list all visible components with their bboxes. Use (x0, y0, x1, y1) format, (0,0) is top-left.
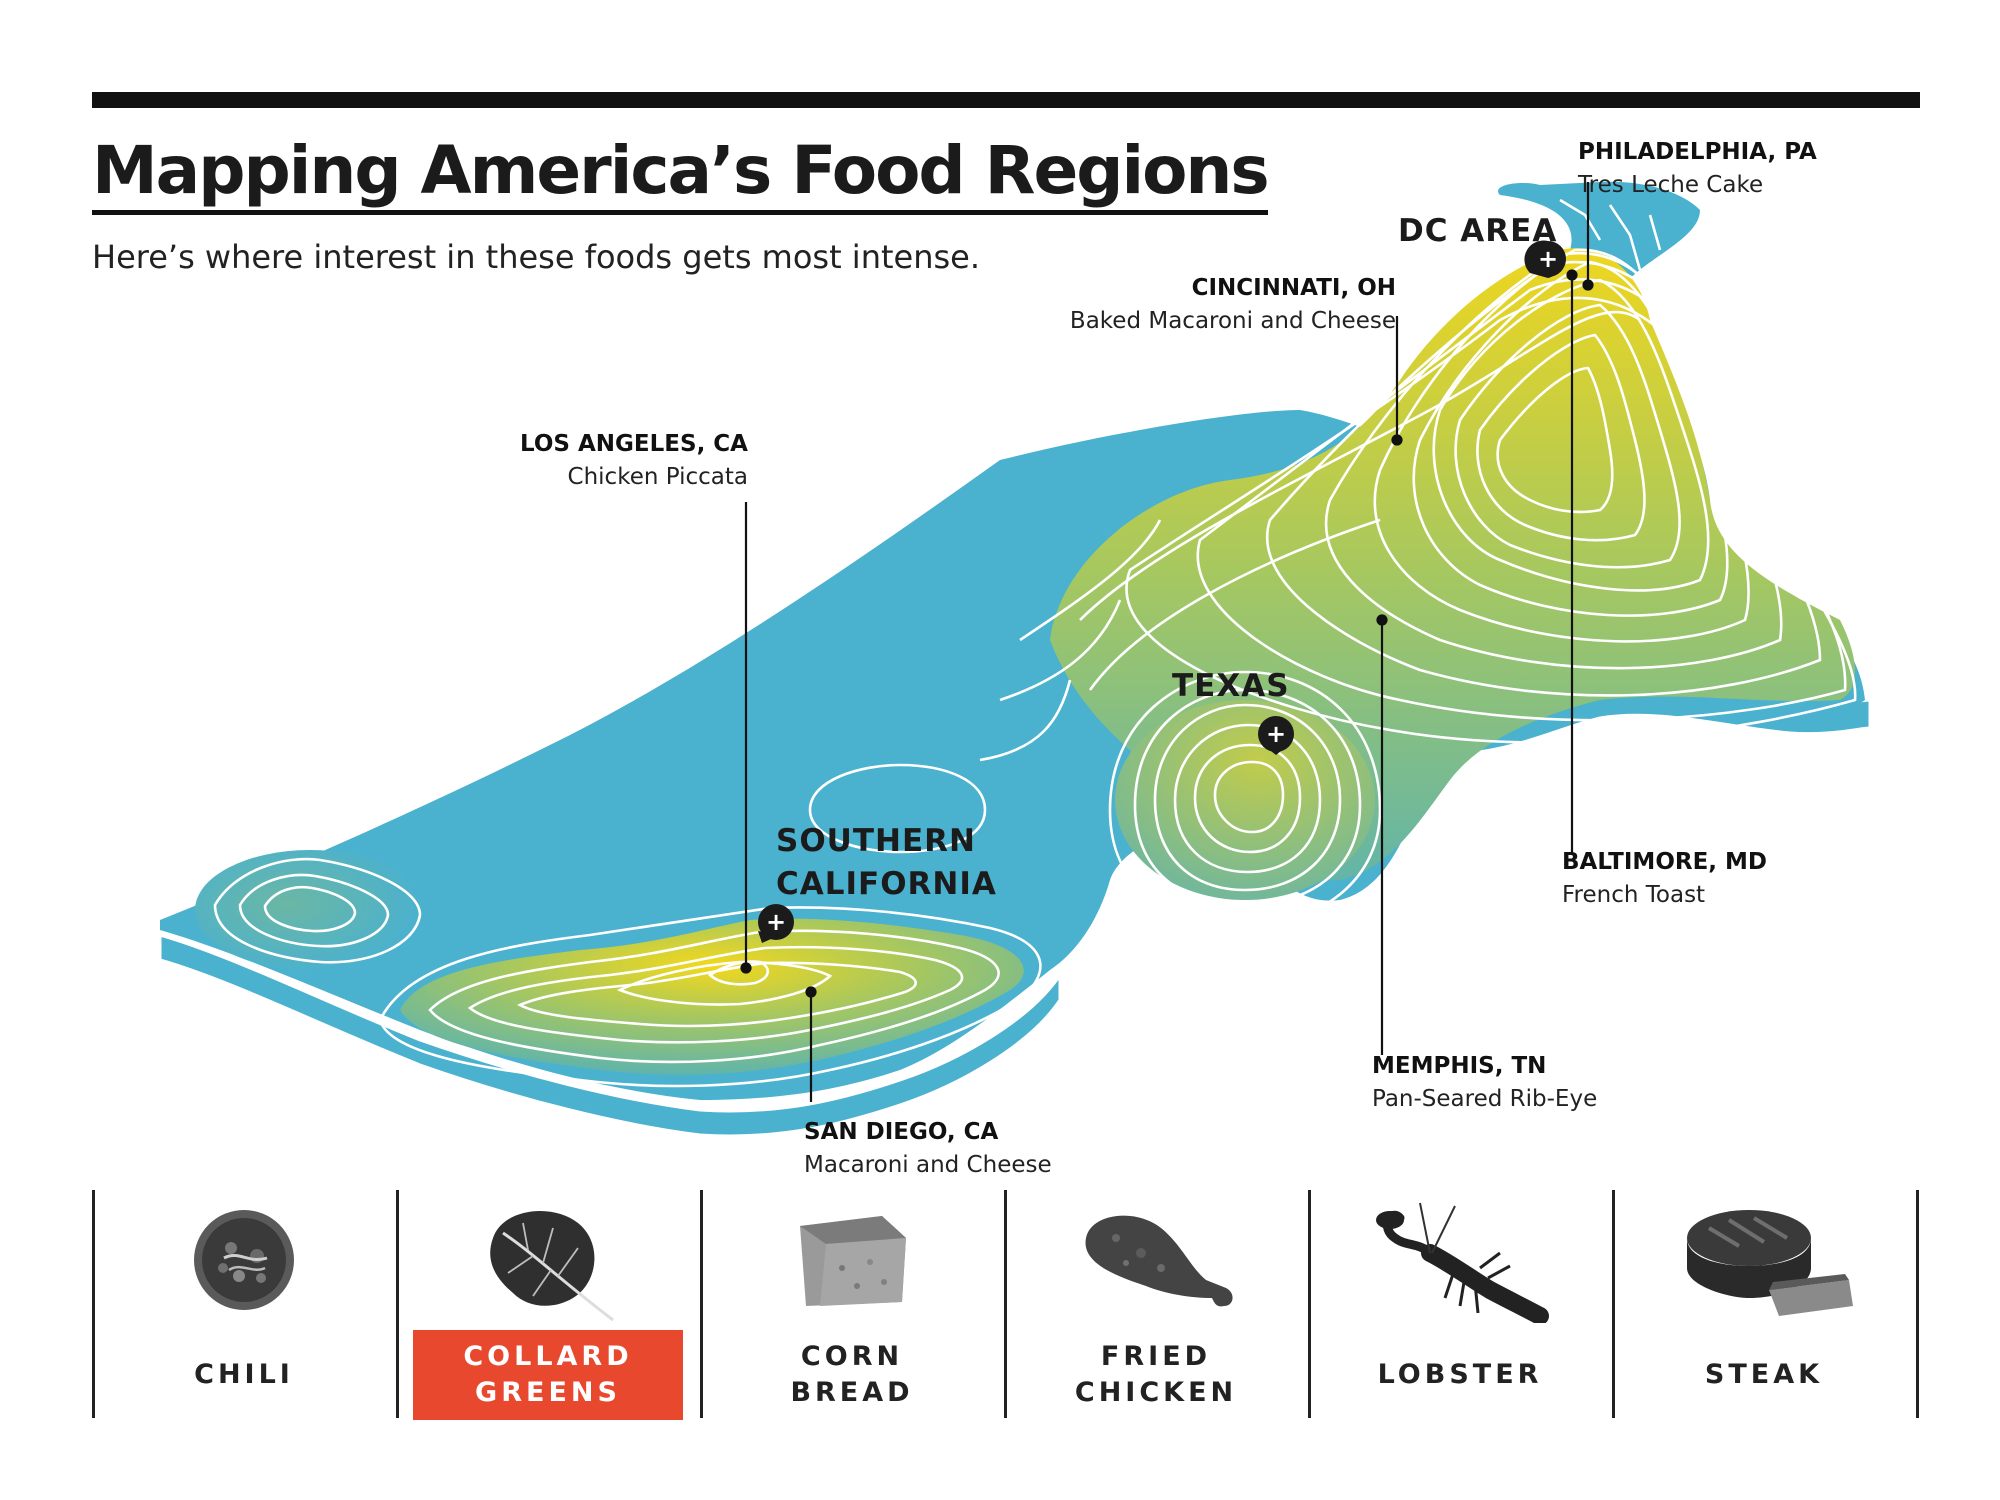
contour-lines (213, 198, 1857, 1088)
contour-map: + + + (158, 181, 1872, 1138)
food-label: COLLARD GREENS (413, 1330, 683, 1420)
svg-text:+: + (1538, 245, 1558, 273)
cornbread-icon (800, 1216, 906, 1306)
food-option-corn-bread[interactable]: CORN BREAD (703, 1190, 1001, 1418)
food-label: CHILI (194, 1358, 294, 1390)
divider (92, 1190, 95, 1418)
top-rule (92, 92, 1920, 108)
region-label-texas: TEXAS (1172, 668, 1290, 704)
region-markers: + + + (758, 240, 1566, 943)
drumstick-icon (1085, 1215, 1233, 1307)
callout-food: Baked Macaroni and Cheese (1069, 308, 1396, 335)
divider (700, 1190, 703, 1418)
callout-san-diego: SAN DIEGO, CA Macaroni and Cheese (804, 1116, 1052, 1183)
svg-text:+: + (766, 908, 786, 936)
food-label: CORN BREAD (790, 1340, 914, 1408)
callout-food: Tres Leche Cake (1578, 172, 1764, 199)
region-label-dc-area: DC AREA (1398, 213, 1558, 249)
food-option-lobster[interactable]: LOBSTER (1311, 1190, 1609, 1418)
chili-bowl-icon (194, 1210, 294, 1310)
callout-food: Macaroni and Cheese (804, 1152, 1052, 1179)
callout-city: BALTIMORE, MD (1562, 849, 1768, 875)
west-interest-zone (195, 850, 425, 970)
divider (1612, 1190, 1615, 1418)
divider (1308, 1190, 1311, 1418)
food-option-steak[interactable]: STEAK (1615, 1190, 1913, 1418)
callout-los-angeles: LOS ANGELES, CA Chicken Piccata (520, 428, 748, 495)
divider (1916, 1190, 1919, 1418)
callout-baltimore: BALTIMORE, MD French Toast (1562, 846, 1767, 913)
southern-california-marker[interactable]: + (758, 904, 794, 943)
callout-food: Pan-Seared Rib-Eye (1372, 1086, 1598, 1113)
svg-text:+: + (1266, 720, 1286, 748)
callout-city: CINCINNATI, OH (1191, 275, 1396, 301)
food-label: FRIED CHICKEN (1074, 1340, 1238, 1408)
steak-icon (1687, 1210, 1853, 1316)
callout-leaders (740, 182, 1594, 1102)
callout-city: LOS ANGELES, CA (520, 431, 748, 457)
divider (396, 1190, 399, 1418)
collard-leaf-icon (490, 1211, 614, 1322)
food-option-collard-greens[interactable]: COLLARD GREENS (399, 1190, 697, 1420)
food-option-chili[interactable]: CHILI (95, 1190, 393, 1418)
texas-interest-zone (1115, 700, 1375, 900)
socal-interest-zone (400, 918, 1024, 1075)
callout-city: PHILADELPHIA, PA (1578, 139, 1817, 165)
callout-food: French Toast (1562, 882, 1706, 909)
food-label: LOBSTER (1377, 1358, 1543, 1390)
page-subtitle: Here’s where interest in these foods get… (92, 238, 981, 276)
food-label: STEAK (1704, 1358, 1824, 1390)
callout-city: SAN DIEGO, CA (804, 1119, 999, 1145)
dc-area-marker[interactable]: + (1524, 240, 1566, 278)
page-title: Mapping America’s Food Regions (92, 134, 1270, 215)
callout-cincinnati: CINCINNATI, OH Baked Macaroni and Cheese (1070, 272, 1396, 339)
callout-philadelphia: PHILADELPHIA, PA Tres Leche Cake (1578, 136, 1817, 203)
callout-food: Chicken Piccata (567, 464, 748, 491)
food-selector: CHILI COLLARD GREENS CORN BREAD FRIED CH… (0, 1190, 2000, 1420)
callout-city: MEMPHIS, TN (1372, 1053, 1547, 1079)
texas-marker[interactable]: + (1258, 716, 1294, 755)
lobster-icon (1376, 1202, 1549, 1323)
callout-memphis: MEMPHIS, TN Pan-Seared Rib-Eye (1372, 1050, 1597, 1117)
food-option-fried-chicken[interactable]: FRIED CHICKEN (1007, 1190, 1305, 1418)
divider (1004, 1190, 1007, 1418)
region-label-southern-california: SOUTHERN CALIFORNIA (776, 823, 997, 902)
